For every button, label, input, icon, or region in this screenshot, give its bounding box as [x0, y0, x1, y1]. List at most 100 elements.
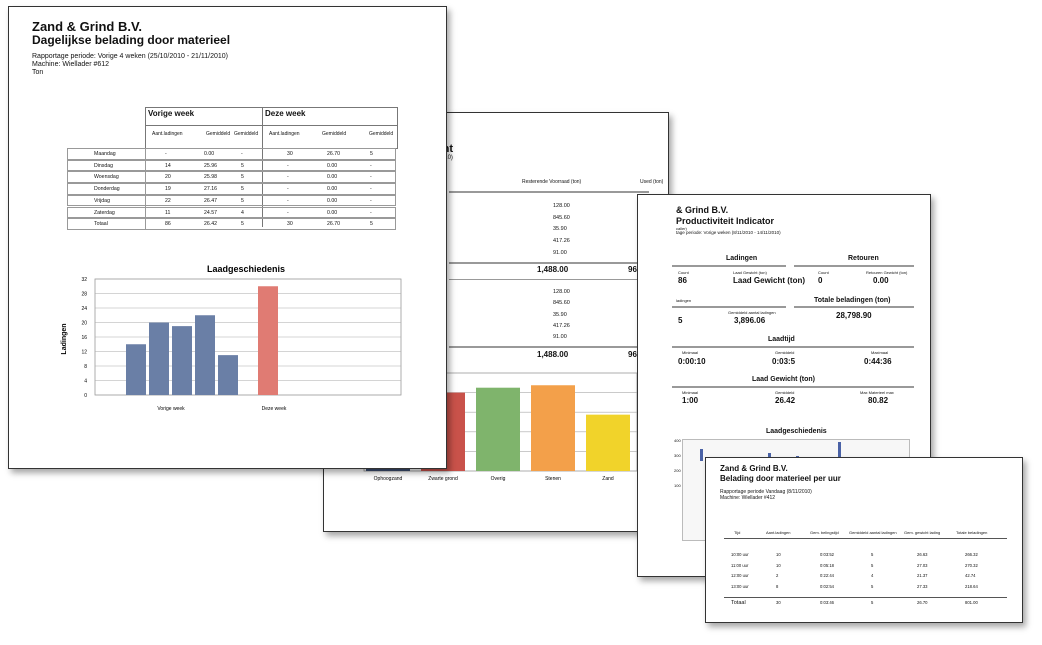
table-cell: 0.00	[327, 186, 338, 193]
column-header: Gemiddeld aantal ladingen	[849, 530, 897, 535]
column-header: Gemiddeld	[234, 131, 259, 137]
material-bar	[476, 387, 520, 471]
y-tick-label: 12	[81, 350, 87, 356]
table-cell: 27.16	[204, 186, 217, 193]
table-cell: 5	[241, 197, 244, 204]
total-remaining-a: 1,488.00	[537, 265, 569, 274]
table-cell: 12:00 uur	[731, 573, 749, 578]
table-cell: 27.33	[917, 583, 928, 589]
hist-bar	[700, 449, 703, 461]
y-tick-label: 4	[84, 379, 87, 385]
divider	[794, 265, 914, 267]
hist-ytick: 400	[674, 438, 681, 443]
table-row	[67, 148, 396, 160]
count-value: 86	[678, 276, 687, 285]
laad-gewicht-label: Laad Gewicht (ton)	[733, 270, 767, 275]
table-row	[67, 183, 396, 195]
table-cell: 4	[241, 209, 244, 216]
table-row	[67, 206, 396, 219]
remaining-value: 128.00	[553, 203, 570, 209]
hist-ytick: 200	[674, 468, 681, 473]
y-axis-label: Ladingen	[61, 323, 68, 354]
group-deze-week: Deze week	[265, 109, 306, 118]
header-divider	[145, 125, 397, 126]
table-cell: 25.96	[204, 162, 217, 169]
divider	[449, 262, 649, 264]
remaining-value: 128.00	[553, 289, 570, 295]
table-cell: 21.37	[917, 573, 928, 578]
table-cell: 0:02:54	[820, 583, 834, 589]
remaining-value: 35.90	[553, 311, 567, 318]
total-cell: Totaal	[731, 600, 746, 606]
bar-vorige-week	[218, 355, 238, 395]
material-label: Ophoogzand	[374, 476, 403, 482]
totale-value: 28,798.90	[836, 311, 872, 320]
gem-count: 5	[678, 316, 683, 325]
chart-title: Laadgeschiedenis	[207, 264, 285, 274]
x-axis-label: Vorige week	[157, 406, 185, 412]
report-page-dagelijks: Zand & Grind B.V. Dagelijkse belading do…	[8, 6, 447, 469]
row-day: Maandag	[94, 151, 116, 157]
material-label: Zwarte grond	[428, 476, 458, 482]
hist-bar	[838, 442, 841, 461]
gem-label: Gemiddeld aantal ladingen	[728, 310, 776, 315]
retour-count-label: Count	[818, 270, 829, 275]
table-cell: 5	[241, 221, 244, 228]
table-cell: 26.63	[917, 552, 928, 557]
table-row	[67, 218, 396, 230]
column-header: Aant.ladingen	[766, 530, 791, 535]
y-tick-label: 8	[84, 364, 87, 370]
table-cell: -	[370, 174, 372, 181]
table-cell: 0:05:18	[820, 562, 834, 568]
table-cell: 266.32	[965, 552, 978, 557]
divider	[672, 386, 914, 388]
table-cell: 5	[871, 583, 874, 589]
total-cell: 801.00	[965, 600, 978, 605]
table-cell: 10	[776, 562, 781, 568]
table-cell: -	[241, 151, 243, 157]
table-cell: 10:00 uur	[731, 552, 749, 557]
table-cell: 5	[871, 562, 874, 568]
row-day: Zaterdag	[94, 209, 115, 216]
gem-label-2: Gemiddeld	[775, 350, 795, 355]
total-cell: 30	[776, 600, 781, 605]
table-cell: 0.00	[327, 197, 338, 204]
totale-label: Totale beladingen (ton)	[814, 297, 891, 304]
table-cell: 19	[165, 186, 171, 193]
table-cell: 270.32	[965, 562, 978, 568]
sub-fragment: caller)	[676, 226, 687, 231]
table-cell: 5	[370, 151, 373, 157]
table-cell: 22	[165, 197, 171, 204]
lg-min: 1:00	[682, 396, 699, 405]
row-day: Vrijdag	[94, 197, 110, 204]
hist-ytick: 100	[674, 483, 681, 488]
table-cell: 5	[241, 186, 244, 193]
unit: Ton	[32, 69, 44, 76]
machine: Machine: Wiellader #612	[32, 61, 110, 68]
table-cell: -	[287, 174, 289, 181]
remaining-value: 417.26	[553, 238, 570, 245]
gem-value: 3,896.06	[734, 316, 766, 325]
column-header: Gemiddeld	[322, 131, 347, 137]
remaining-value: 91.00	[553, 334, 567, 341]
total-cell: 5	[871, 600, 874, 605]
column-header: Tijd	[734, 530, 741, 535]
divider	[724, 597, 1007, 598]
row-day: Woensdag	[94, 174, 119, 181]
divider	[672, 306, 786, 308]
laadtijd-min: 0:00:10	[678, 357, 706, 366]
y-tick-label: 24	[81, 306, 87, 312]
table-cell: 27.03	[917, 562, 928, 568]
page-title: Dagelijkse belading door materieel	[32, 33, 231, 47]
divider	[449, 279, 649, 280]
page-title: Belading door materieel per uur	[720, 474, 841, 483]
hist-ytick: 300	[674, 453, 681, 458]
machine: Machine: Wiellader #412	[720, 495, 776, 501]
table-cell: 0:03:52	[820, 552, 834, 557]
material-bar	[531, 385, 575, 471]
column-header: Gemiddeld	[206, 131, 231, 137]
row-day: Donderdag	[94, 186, 120, 193]
table-cell: 8	[776, 583, 779, 589]
hist-title: Laadgeschiedenis	[766, 428, 827, 435]
table-cell: 4	[871, 573, 874, 578]
